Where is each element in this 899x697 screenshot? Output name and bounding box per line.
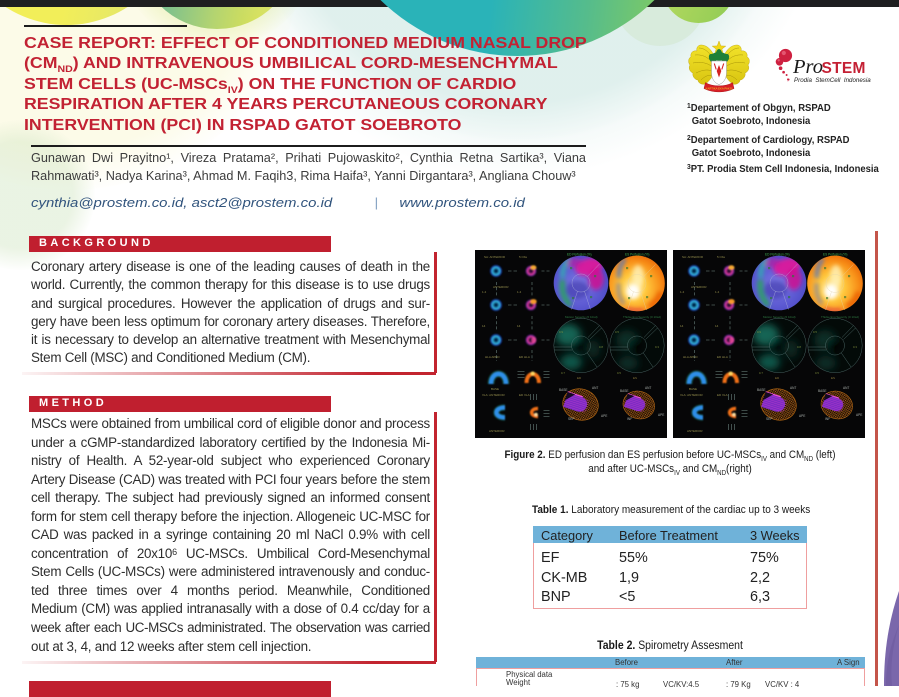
svg-text:KARTIKA EKA PAKSI: KARTIKA EKA PAKSI: [706, 86, 733, 90]
svg-text:STEM: STEM: [822, 60, 866, 77]
svg-text:Prodia StemCell Indonesia: Prodia StemCell Indonesia: [794, 77, 871, 84]
svg-text:Pro: Pro: [792, 56, 823, 78]
